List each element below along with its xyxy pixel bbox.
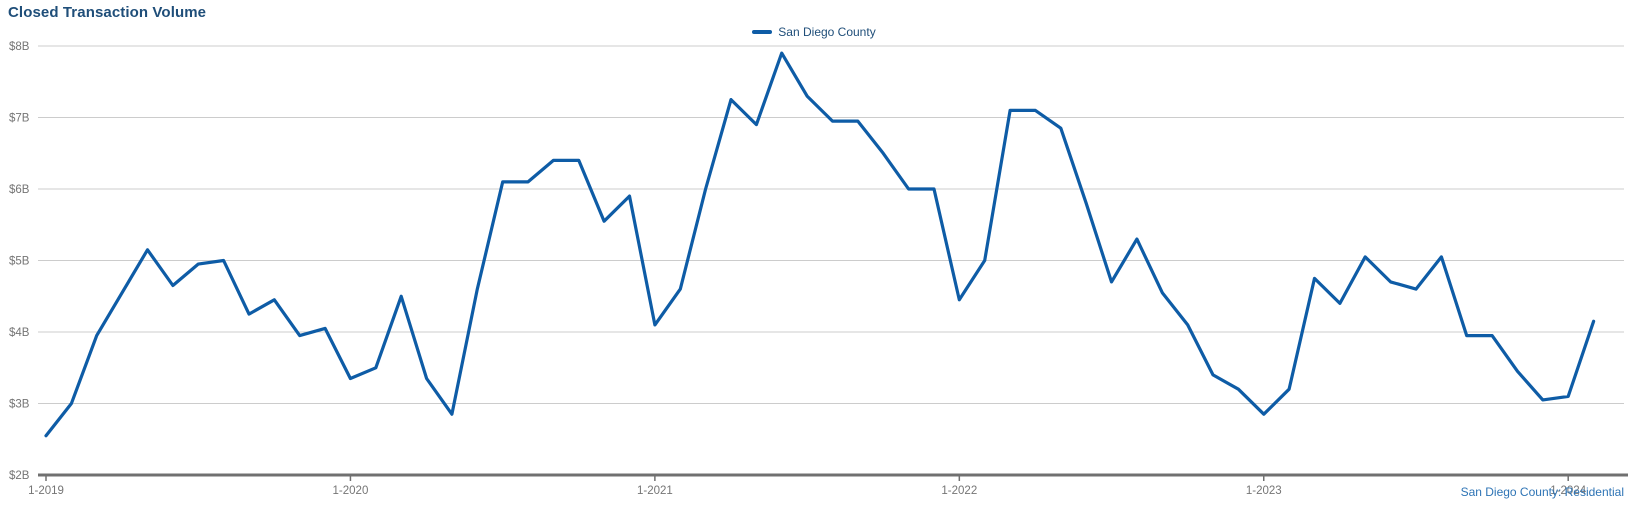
- chart-title: Closed Transaction Volume: [8, 4, 207, 21]
- y-axis-label: $8B: [9, 41, 30, 53]
- y-axis-label: $2B: [9, 470, 30, 482]
- x-axis-label: 1-2021: [637, 485, 673, 497]
- x-axis-label: 1-2019: [28, 485, 64, 497]
- y-axis-label: $5B: [9, 256, 30, 268]
- y-axis-label: $4B: [9, 327, 30, 339]
- y-axis-label: $3B: [9, 399, 30, 411]
- y-axis-label: $6B: [9, 184, 30, 196]
- legend-item-san-diego-county[interactable]: San Diego County: [0, 24, 1628, 39]
- chart-footer-note: San Diego County: Residential: [1460, 485, 1624, 499]
- x-axis-label: 1-2023: [1246, 485, 1282, 497]
- legend-line-swatch-icon: [752, 29, 773, 34]
- legend-series-label: San Diego County: [778, 24, 876, 39]
- x-axis-label: 1-2022: [941, 485, 977, 497]
- x-axis-label: 1-2020: [333, 485, 369, 497]
- y-axis-label: $7B: [9, 113, 30, 125]
- series-line-san-diego-county[interactable]: [44, 51, 1596, 438]
- x-axis-label: 1-2024: [1550, 485, 1586, 497]
